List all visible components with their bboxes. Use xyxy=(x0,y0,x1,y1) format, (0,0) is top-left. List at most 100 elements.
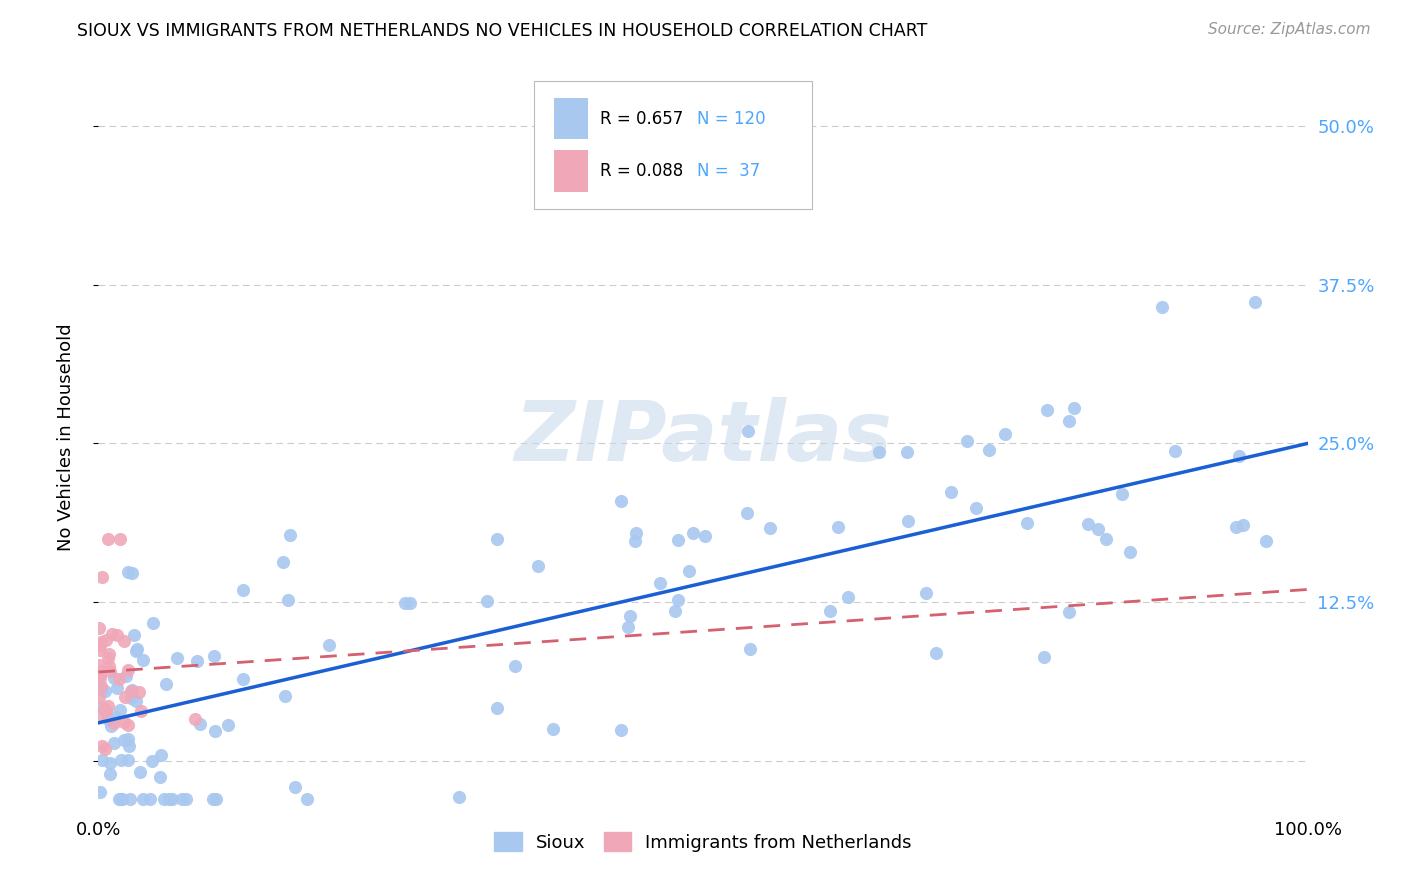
Point xyxy=(101,627,124,641)
Point xyxy=(91,753,114,767)
Point xyxy=(90,634,112,648)
Point xyxy=(924,646,946,660)
Point xyxy=(619,609,641,624)
Point xyxy=(738,642,761,657)
Point xyxy=(89,690,111,704)
Point xyxy=(97,647,120,661)
Point xyxy=(112,733,135,747)
Point xyxy=(664,604,686,618)
Point xyxy=(110,792,132,806)
Point xyxy=(543,722,565,736)
Point xyxy=(87,657,110,672)
Point xyxy=(105,681,128,695)
Point xyxy=(125,694,148,708)
Point xyxy=(87,664,110,678)
Point xyxy=(141,755,163,769)
Point xyxy=(994,427,1017,442)
Point xyxy=(149,770,172,784)
Point xyxy=(89,621,111,635)
Point xyxy=(1057,605,1080,619)
Point xyxy=(1244,295,1267,310)
Text: SIOUX VS IMMIGRANTS FROM NETHERLANDS NO VEHICLES IN HOUSEHOLD CORRELATION CHART: SIOUX VS IMMIGRANTS FROM NETHERLANDS NO … xyxy=(77,22,928,40)
Point xyxy=(93,702,115,716)
Point xyxy=(650,576,672,591)
Point xyxy=(1087,521,1109,535)
Point xyxy=(110,753,132,767)
Point xyxy=(117,565,139,579)
Point xyxy=(176,792,198,806)
Point xyxy=(128,684,150,698)
Point xyxy=(120,684,142,698)
Point xyxy=(1036,402,1059,417)
Point xyxy=(1077,516,1099,531)
Point xyxy=(166,651,188,665)
Point xyxy=(117,731,139,746)
Point xyxy=(117,718,139,732)
Point xyxy=(956,434,979,449)
Point xyxy=(118,739,141,753)
Point xyxy=(610,494,633,508)
Point xyxy=(94,684,117,698)
Point xyxy=(526,559,548,574)
Point xyxy=(485,701,508,715)
Point xyxy=(121,683,143,698)
Point xyxy=(131,704,153,718)
Legend: Sioux, Immigrants from Netherlands: Sioux, Immigrants from Netherlands xyxy=(488,825,918,859)
Point xyxy=(1032,650,1054,665)
Point xyxy=(1150,300,1173,314)
Point xyxy=(97,713,120,727)
Point xyxy=(89,667,111,681)
Text: R = 0.088: R = 0.088 xyxy=(600,162,683,180)
Point xyxy=(318,638,340,652)
Point xyxy=(188,717,211,731)
Point xyxy=(868,445,890,459)
Point xyxy=(758,521,780,535)
Point xyxy=(1119,545,1142,559)
Point xyxy=(90,700,112,714)
FancyBboxPatch shape xyxy=(534,81,811,209)
Point xyxy=(217,718,239,732)
Text: Source: ZipAtlas.com: Source: ZipAtlas.com xyxy=(1208,22,1371,37)
Point xyxy=(97,658,120,673)
Point xyxy=(626,526,648,541)
Point xyxy=(624,534,647,549)
Point xyxy=(204,648,226,663)
Y-axis label: No Vehicles in Household: No Vehicles in Household xyxy=(56,323,75,551)
Point xyxy=(1232,518,1254,533)
Point xyxy=(1227,449,1250,463)
Point xyxy=(204,724,226,739)
Text: N =  37: N = 37 xyxy=(697,162,761,180)
Point xyxy=(737,424,759,438)
Point xyxy=(503,659,526,673)
Point xyxy=(1256,534,1278,549)
Text: ZIPatlas: ZIPatlas xyxy=(515,397,891,477)
Point xyxy=(827,520,849,534)
Point xyxy=(89,638,111,652)
Point xyxy=(105,628,128,642)
Point xyxy=(120,690,142,705)
Point xyxy=(610,723,633,738)
Point xyxy=(897,514,920,528)
Point xyxy=(678,564,700,578)
Point xyxy=(114,690,136,704)
Point xyxy=(149,748,172,763)
Point xyxy=(616,620,638,634)
Point xyxy=(89,707,111,722)
Point xyxy=(132,653,155,667)
Point xyxy=(108,532,131,546)
Point xyxy=(232,582,254,597)
Point xyxy=(1225,519,1247,533)
Point xyxy=(1111,487,1133,501)
Point xyxy=(98,756,121,771)
Point xyxy=(965,500,987,515)
Point xyxy=(98,766,121,780)
Point xyxy=(121,566,143,581)
Point xyxy=(232,672,254,686)
Point xyxy=(117,664,139,678)
Point xyxy=(485,532,508,546)
Point xyxy=(97,650,120,665)
Point xyxy=(941,484,963,499)
Point xyxy=(103,716,125,731)
Point xyxy=(1095,532,1118,546)
Point xyxy=(1057,414,1080,428)
